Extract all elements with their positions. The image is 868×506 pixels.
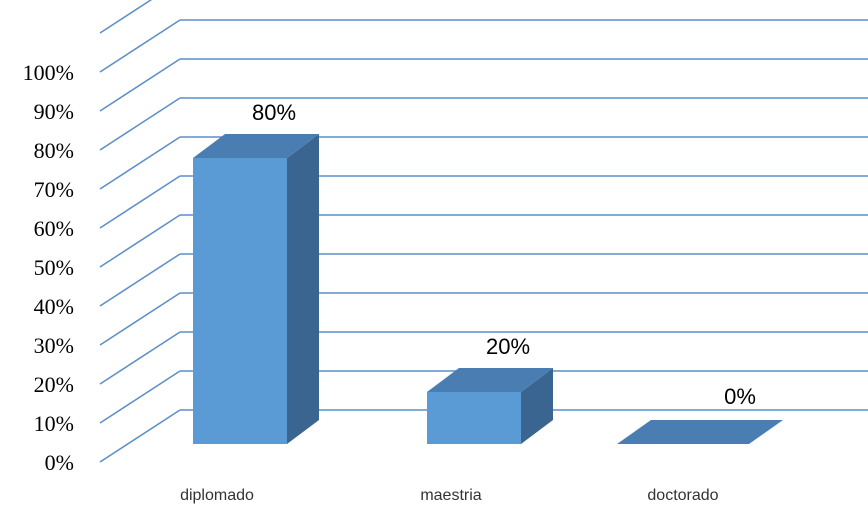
x-category-label: diplomado [180,487,254,504]
gridline-diagonal [99,370,181,424]
bar-top-face [427,368,553,392]
bar-flat-zero [617,420,783,444]
data-label: 80% [252,100,296,125]
gridline-diagonal [99,136,181,190]
y-tick-label: 100% [23,60,74,85]
y-axis-tick-labels: 0% 10% 20% 30% 40% 50% 60% 70% 80% 90% 1… [23,60,74,475]
gridline-diagonal [99,409,181,463]
gridline-diagonal [99,19,181,73]
bars [193,134,783,444]
y-tick-label: 60% [34,216,74,241]
gridline-diagonal [99,175,181,229]
x-category-label: doctorado [647,487,718,504]
bar-side-face [287,134,319,444]
bar-top-face [193,134,319,158]
bar-front-face [193,158,287,444]
x-category-label: maestria [420,487,481,504]
gridline-diagonal [99,97,181,151]
x-axis-category-labels: diplomado maestria doctorado [180,487,719,504]
y-tick-label: 30% [34,333,74,358]
gridline-diagonal [99,58,181,112]
y-tick-label: 50% [34,255,74,280]
y-tick-label: 70% [34,177,74,202]
data-label: 0% [724,384,756,409]
y-tick-label: 40% [34,294,74,319]
y-tick-label: 20% [34,372,74,397]
gridline-diagonal [99,253,181,307]
y-tick-label: 0% [45,450,74,475]
y-tick-label: 10% [34,411,74,436]
data-labels: 80% 20% 0% [252,100,756,409]
bar-side-face [521,368,553,444]
y-tick-label: 90% [34,99,74,124]
bar-front-face [427,392,521,444]
gridline-diagonal [99,214,181,268]
gridline-diagonal [99,292,181,346]
gridline-diagonal [99,331,181,385]
gridline-diagonal [99,0,153,34]
data-label: 20% [486,334,530,359]
y-tick-label: 80% [34,138,74,163]
